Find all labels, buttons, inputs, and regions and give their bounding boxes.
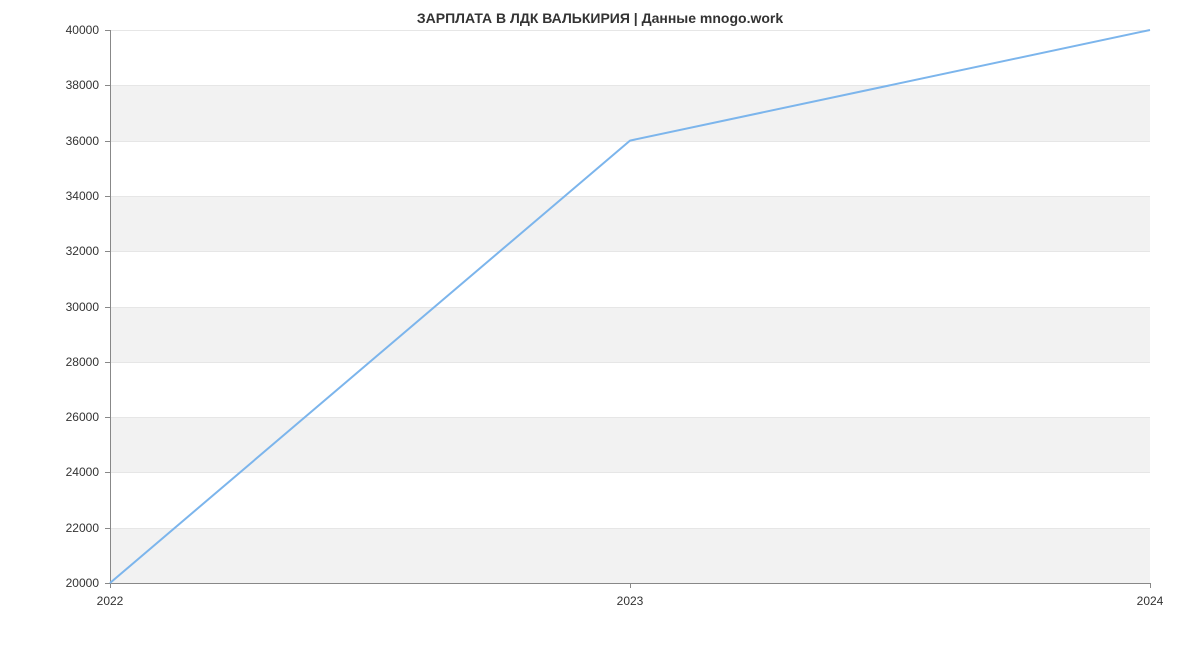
y-tick-label: 22000 [66,521,99,535]
x-tick-mark [110,583,111,588]
y-tick-label: 30000 [66,300,99,314]
x-tick-mark [630,583,631,588]
plot-area: 2000022000240002600028000300003200034000… [110,30,1150,583]
y-tick-label: 24000 [66,465,99,479]
y-tick-label: 36000 [66,134,99,148]
x-tick-label: 2022 [97,594,124,608]
x-tick-label: 2024 [1137,594,1164,608]
y-tick-label: 32000 [66,244,99,258]
y-tick-label: 38000 [66,78,99,92]
y-tick-label: 26000 [66,410,99,424]
y-tick-label: 34000 [66,189,99,203]
y-tick-label: 40000 [66,23,99,37]
series-line-salary [110,30,1150,583]
y-tick-label: 20000 [66,576,99,590]
chart-title: ЗАРПЛАТА В ЛДК ВАЛЬКИРИЯ | Данные mnogo.… [0,10,1200,26]
y-tick-label: 28000 [66,355,99,369]
chart-container: ЗАРПЛАТА В ЛДК ВАЛЬКИРИЯ | Данные mnogo.… [0,0,1200,650]
line-series-svg [110,30,1150,583]
x-tick-mark [1150,583,1151,588]
x-tick-label: 2023 [617,594,644,608]
